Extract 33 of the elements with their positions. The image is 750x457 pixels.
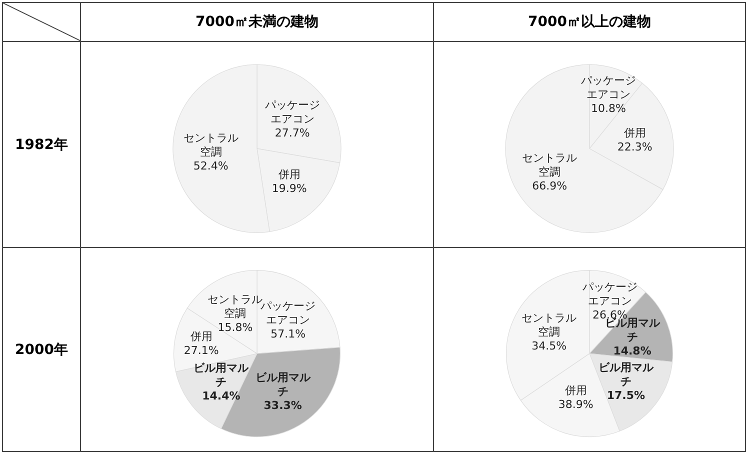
- slice-label: パッケージエアコン: [582, 280, 638, 308]
- text: 38.9%: [558, 398, 594, 411]
- data-label: 66.9%: [532, 180, 568, 193]
- slice-label: 併用: [624, 126, 646, 140]
- slice-label: ビル用マルチ: [598, 360, 654, 388]
- slice-label: セントラル空調: [522, 312, 577, 339]
- slice-label: パッケージエアコン: [580, 74, 636, 102]
- data-label: 33.3%: [264, 398, 302, 412]
- data-label: 27.7%: [274, 126, 310, 140]
- text: 1982年: [2, 42, 80, 248]
- data-label: 34.5%: [532, 340, 567, 353]
- text: 57.1%: [270, 327, 306, 340]
- chart-title: 7000㎡未満の建物: [80, 2, 434, 42]
- slice-label: ビル用マルチ: [194, 362, 250, 389]
- text: 27.1%: [184, 344, 219, 357]
- chart-title: 7000㎡以上の建物: [434, 2, 746, 42]
- slice-label: セントラル空調: [522, 152, 578, 179]
- data-label: 19.9%: [272, 182, 307, 196]
- slice-label: 併用: [278, 168, 300, 182]
- slice-label: セントラル空調: [183, 132, 238, 159]
- slice-label: 併用: [564, 384, 587, 397]
- slice-label: パッケージエアコン: [264, 98, 320, 126]
- slice-label: 併用: [190, 330, 212, 343]
- data-label: 15.8%: [218, 320, 253, 334]
- text: 2000年: [2, 248, 80, 452]
- slice-label: ビル用マルチ: [604, 316, 661, 344]
- data-label: 22.3%: [617, 140, 652, 154]
- data-label: 52.4%: [193, 160, 228, 173]
- data-label: 14.4%: [202, 390, 240, 403]
- data-label: 10.8%: [591, 102, 626, 116]
- data-label: 14.8%: [613, 344, 652, 358]
- data-label: 17.5%: [606, 388, 646, 402]
- slice-label: ビル用マルチ: [255, 370, 312, 398]
